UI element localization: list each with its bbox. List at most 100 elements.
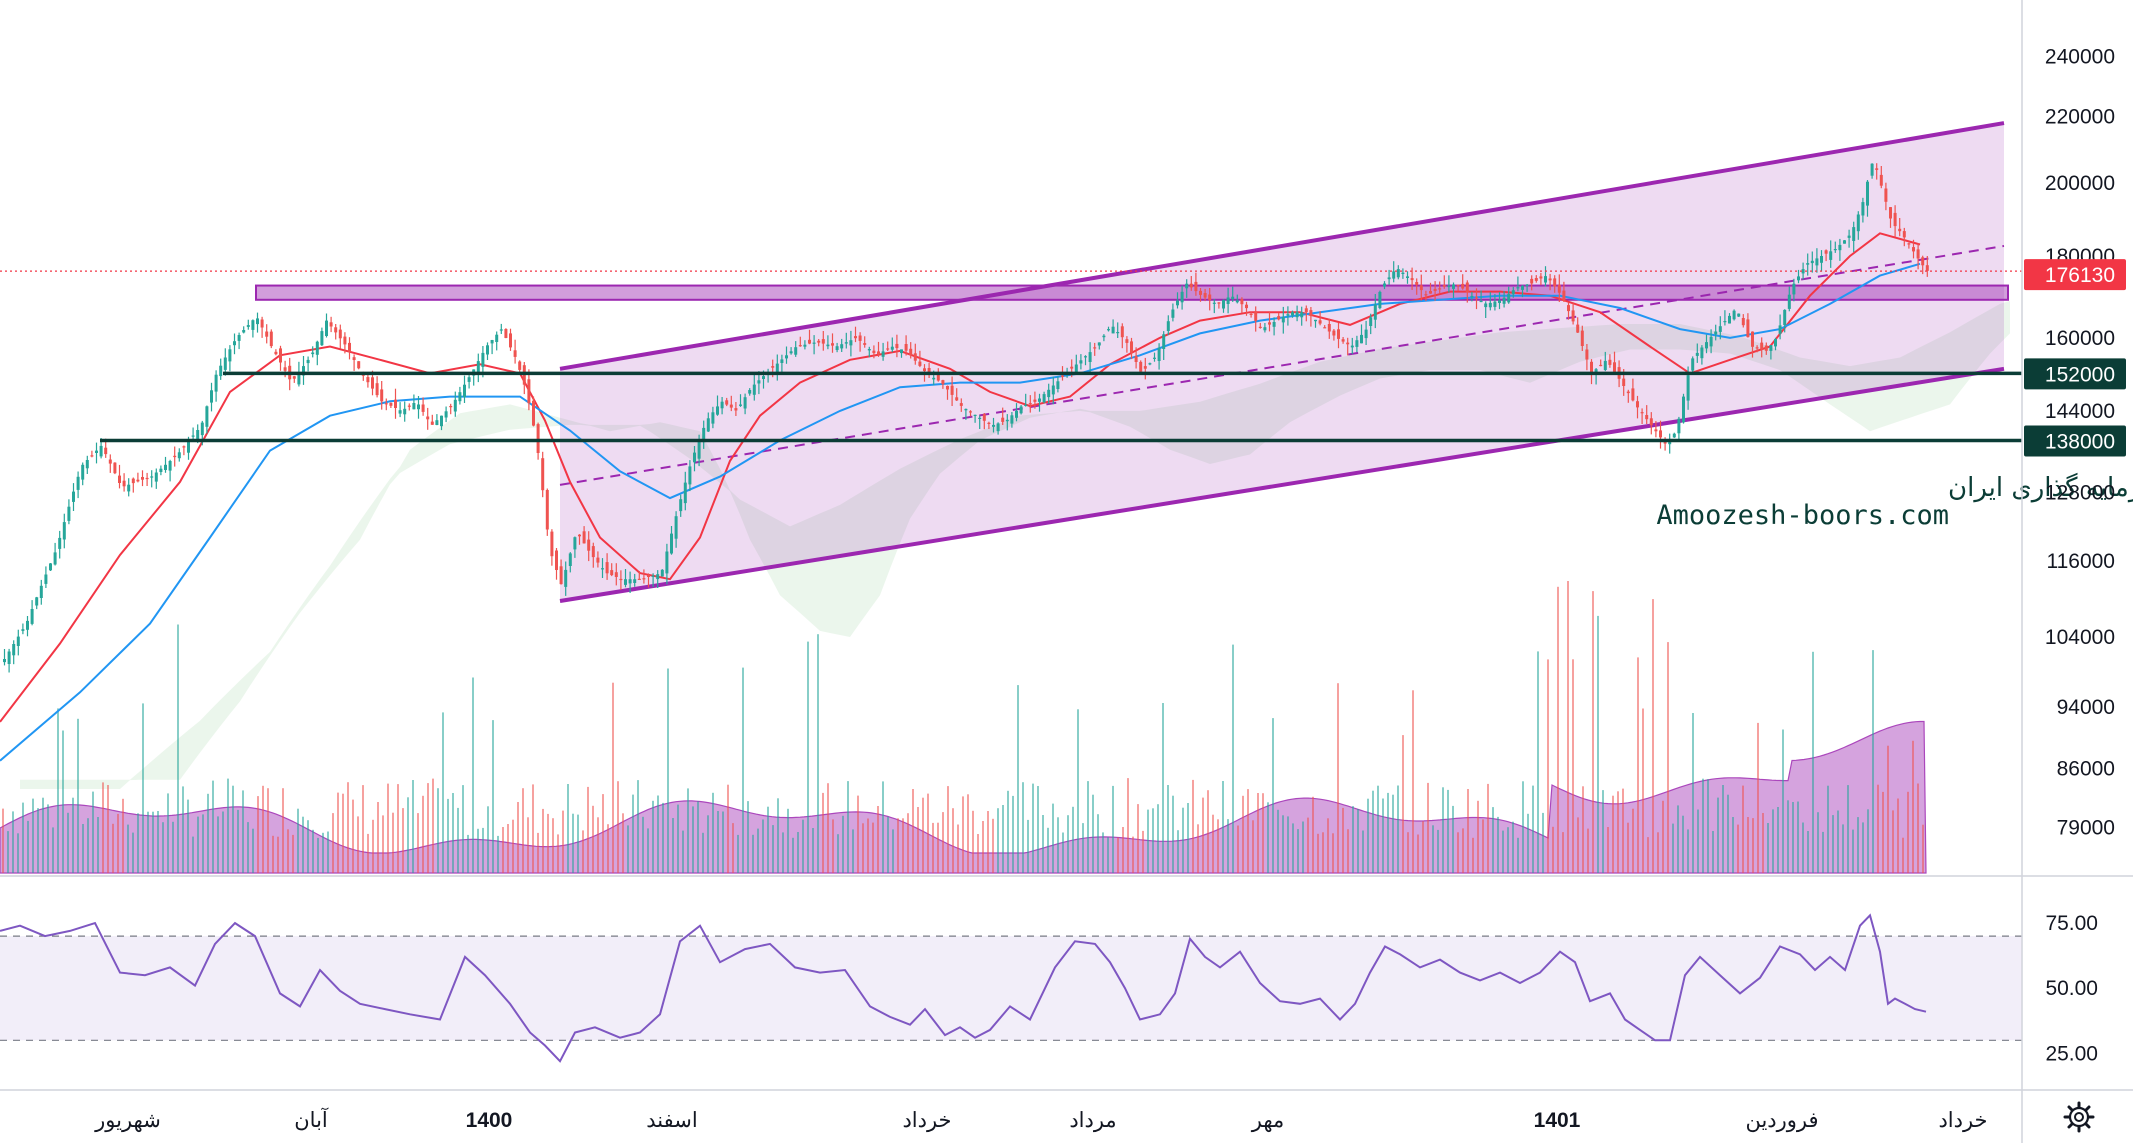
candle <box>1479 290 1483 303</box>
candle <box>941 379 945 389</box>
volume-bar <box>787 808 789 873</box>
candle-body <box>1051 385 1055 395</box>
candle <box>315 340 319 366</box>
candle-body <box>1636 401 1639 408</box>
candle-body <box>1258 326 1262 328</box>
candle-body <box>292 376 296 379</box>
candle <box>656 570 660 588</box>
candle-body <box>697 440 701 459</box>
candle-body <box>371 377 374 389</box>
candle-body <box>1281 316 1285 323</box>
candle-body <box>665 551 669 574</box>
volume-bar <box>322 832 324 873</box>
candle-body <box>26 620 29 630</box>
volume-bar <box>357 816 359 873</box>
volume-bar <box>1142 830 1144 873</box>
moving-average-red <box>0 232 1921 723</box>
candle-body <box>1484 303 1488 308</box>
volume-bar <box>97 817 99 873</box>
candle-body <box>739 404 742 406</box>
candle <box>1245 301 1248 316</box>
candle-body <box>752 384 756 395</box>
level-tag-bg <box>2024 358 2126 390</box>
volume-bar <box>1872 650 1874 873</box>
candle <box>145 472 149 486</box>
candle-body <box>959 403 963 406</box>
candle-body <box>430 421 434 425</box>
price-tick-label: 200000 <box>2045 172 2115 195</box>
candle-body <box>1185 283 1189 289</box>
volume-bar <box>672 818 674 873</box>
price-axis[interactable]: 2400002200002000001800001600001440001280… <box>2024 45 2126 1065</box>
candle <box>1875 163 1879 180</box>
volume-bar <box>922 797 924 873</box>
candle <box>1116 322 1120 338</box>
volume-bar <box>1152 808 1154 873</box>
candle-body <box>1203 293 1207 298</box>
candle <box>495 331 499 351</box>
candle <box>260 316 264 338</box>
volume-bar <box>907 813 909 873</box>
candle-body <box>95 450 98 453</box>
chart-settings-button[interactable] <box>2063 1101 2095 1133</box>
volume-bar <box>1867 809 1869 873</box>
volume-bar <box>152 811 154 873</box>
volume-bar <box>487 806 489 873</box>
price-channel[interactable] <box>255 121 2009 603</box>
volume-bar <box>1507 827 1509 873</box>
candle <box>1047 383 1051 404</box>
candle-body <box>1847 235 1851 238</box>
time-tick-label: مرداد <box>1069 1109 1116 1133</box>
volume-bar <box>1022 782 1024 873</box>
candle-body <box>582 531 586 544</box>
time-tick-label: خرداد <box>1938 1109 1987 1133</box>
candle-body <box>315 341 319 355</box>
volume-bar <box>1412 690 1414 873</box>
candle <box>1521 284 1524 298</box>
candle <box>3 649 6 666</box>
candle-body <box>440 415 443 427</box>
candle-body <box>1833 249 1837 251</box>
candle-body <box>1038 398 1041 402</box>
volume-bar <box>467 834 469 873</box>
volume-bar <box>567 784 569 873</box>
candle <box>1350 337 1354 355</box>
candle <box>1695 343 1699 363</box>
candle-body <box>90 455 94 457</box>
candle <box>499 323 503 334</box>
candle <box>1341 337 1345 344</box>
candle-body <box>1668 440 1672 445</box>
candle <box>1700 345 1704 365</box>
candle-body <box>357 361 361 369</box>
candle-body <box>1442 285 1446 287</box>
volume-bar <box>1427 782 1429 873</box>
candle-body <box>62 522 66 540</box>
candle <box>1718 316 1722 340</box>
volume-bar <box>272 835 274 873</box>
candle-body <box>1608 359 1612 365</box>
time-axis[interactable]: شهریور آبان 1400 اسفند خرداد مرداد مهر 1401 فرور… <box>94 1106 1987 1133</box>
volume-bar <box>502 827 504 873</box>
volume-bar <box>1037 786 1039 873</box>
volume-bar <box>652 800 654 873</box>
volume-bar <box>782 832 784 873</box>
volume-bar <box>147 811 149 873</box>
volume-bar <box>1662 800 1664 873</box>
volume-bar <box>177 624 179 873</box>
volume-bar <box>182 786 184 873</box>
candle <box>1539 272 1543 286</box>
volume-bar <box>1107 837 1109 873</box>
candle <box>210 382 213 412</box>
candle-body <box>1111 326 1115 334</box>
support-levels[interactable] <box>0 270 2022 443</box>
candle <box>504 328 508 339</box>
volume-bar <box>752 834 754 873</box>
volume-bar <box>1922 824 1924 873</box>
volume-bar <box>1552 826 1554 873</box>
candle <box>1608 354 1612 368</box>
candle <box>311 346 315 358</box>
candle <box>1649 412 1653 435</box>
volume-bar <box>947 786 949 873</box>
moving-averages <box>0 232 1921 762</box>
